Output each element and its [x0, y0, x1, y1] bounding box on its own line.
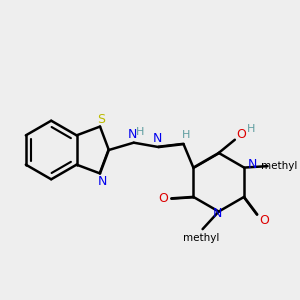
- Text: O: O: [236, 128, 246, 141]
- Text: N: N: [248, 158, 257, 171]
- Text: methyl: methyl: [183, 233, 219, 243]
- Text: O: O: [158, 192, 168, 206]
- Text: H: H: [136, 127, 144, 136]
- Text: H: H: [182, 130, 191, 140]
- Text: N: N: [98, 175, 107, 188]
- Text: N: N: [213, 207, 222, 220]
- Text: O: O: [260, 214, 269, 227]
- Text: N: N: [152, 132, 162, 146]
- Text: S: S: [98, 113, 106, 126]
- Text: H: H: [247, 124, 255, 134]
- Text: methyl: methyl: [261, 160, 297, 170]
- Text: N: N: [128, 128, 137, 141]
